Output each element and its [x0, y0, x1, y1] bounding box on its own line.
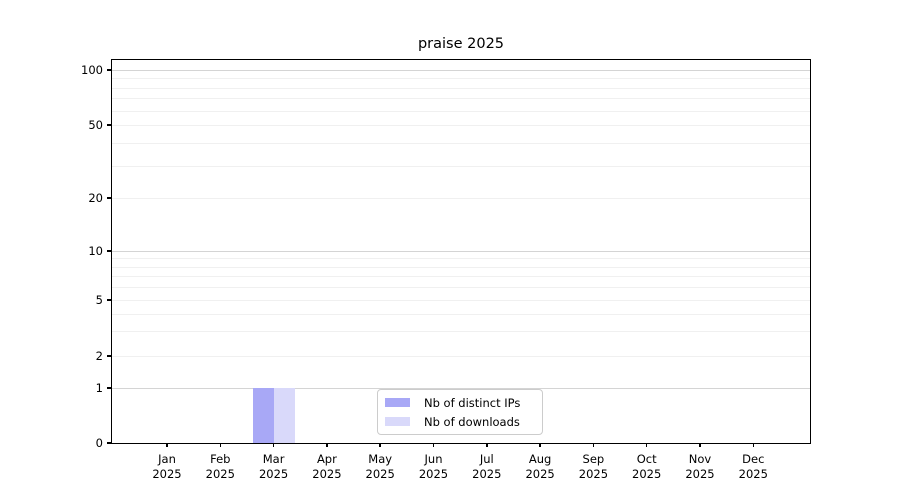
x-tick-month: Sep [582, 452, 605, 466]
y-tick-mark [107, 69, 111, 71]
x-tick-year: 2025 [685, 466, 715, 481]
legend-item-downloads: Nb of downloads [385, 415, 534, 429]
legend-swatch-distinct-ips [385, 398, 410, 407]
x-tick-mark [752, 443, 755, 447]
minor-gridline [112, 258, 810, 260]
y-tick-label: 1 [95, 381, 103, 395]
minor-gridline [112, 110, 810, 112]
x-tick-month: Mar [262, 452, 285, 466]
legend-label-downloads: Nb of downloads [424, 414, 520, 429]
x-tick-year: 2025 [205, 466, 235, 481]
minor-gridline [112, 331, 810, 333]
x-tick-mark [486, 443, 488, 447]
x-tick-mark [166, 443, 168, 447]
x-tick-year: 2025 [365, 466, 395, 481]
x-tick-month: Dec [742, 452, 765, 466]
legend: Nb of distinct IPs Nb of downloads [377, 389, 543, 435]
minor-gridline [112, 287, 810, 289]
minor-gridline [112, 299, 810, 301]
minor-gridline [112, 197, 810, 199]
x-tick-mark [219, 443, 222, 447]
major-gridline [112, 388, 810, 389]
x-tick-mark [592, 443, 595, 447]
y-tick-label: 0 [95, 436, 103, 450]
x-tick-label: Feb 2025 [196, 452, 244, 481]
x-tick-year: 2025 [418, 466, 449, 481]
x-tick-label: Aug 2025 [516, 452, 564, 481]
x-tick-month: Jun [424, 452, 443, 466]
chart-title: praise 2025 [417, 36, 505, 52]
x-tick-label: Jul 2025 [463, 452, 511, 481]
minor-gridline [112, 266, 810, 268]
y-tick-label: 100 [81, 62, 103, 77]
x-tick-year: 2025 [258, 466, 289, 481]
minor-gridline [112, 87, 810, 89]
x-tick-month: Jan [158, 452, 176, 466]
plot-area [112, 60, 810, 443]
x-tick-mark [539, 443, 541, 447]
x-tick-label: Sep 2025 [569, 452, 617, 481]
x-tick-label: Nov 2025 [676, 452, 724, 481]
minor-gridline [112, 98, 810, 100]
x-tick-year: 2025 [472, 466, 502, 481]
y-tick-mark [107, 299, 111, 301]
x-tick-year: 2025 [525, 466, 555, 481]
y-tick-mark [107, 442, 111, 444]
y-tick-mark [107, 355, 111, 357]
bar-downloads [273, 388, 295, 443]
bar-distinct-ips [252, 388, 274, 443]
y-tick-mark [107, 250, 111, 252]
x-tick-year: 2025 [738, 466, 768, 481]
x-tick-month: Feb [210, 452, 231, 466]
y-tick-label: 10 [88, 244, 103, 258]
y-tick-mark [107, 124, 111, 126]
x-tick-year: 2025 [152, 466, 182, 481]
x-tick-mark [699, 443, 701, 447]
minor-gridline [112, 124, 810, 126]
x-tick-mark [379, 443, 381, 447]
y-tick-label: 2 [95, 348, 103, 363]
y-tick-label: 50 [88, 117, 103, 132]
x-tick-label: Jun 2025 [410, 452, 458, 481]
minor-gridline [112, 276, 810, 278]
x-tick-year: 2025 [632, 466, 662, 481]
x-tick-label: Dec 2025 [729, 452, 777, 481]
legend-label-distinct-ips: Nb of distinct IPs [424, 395, 521, 410]
y-tick-label: 20 [88, 190, 103, 205]
legend-swatch-downloads [385, 417, 410, 426]
x-tick-month: Apr [316, 452, 337, 466]
y-tick-mark [107, 387, 111, 389]
minor-gridline [112, 355, 810, 357]
x-tick-mark [272, 443, 275, 447]
major-gridline [112, 251, 810, 252]
y-tick-mark [107, 197, 111, 199]
major-gridline [112, 69, 810, 71]
minor-gridline [112, 313, 810, 315]
minor-gridline [112, 78, 810, 80]
x-tick-month: Jul [479, 452, 494, 466]
x-tick-label: Oct 2025 [623, 452, 671, 481]
x-tick-month: Oct [636, 452, 657, 466]
minor-gridline [112, 165, 810, 167]
x-tick-mark [326, 443, 328, 447]
x-tick-month: Nov [688, 452, 712, 466]
x-tick-mark [432, 443, 435, 447]
x-tick-year: 2025 [312, 466, 342, 481]
x-tick-month: Aug [528, 452, 552, 466]
x-tick-label: May 2025 [356, 452, 404, 481]
x-tick-label: Jan 2025 [143, 452, 191, 481]
x-tick-mark [645, 443, 648, 447]
y-tick-label: 5 [95, 292, 103, 307]
x-tick-label: Apr 2025 [303, 452, 351, 481]
legend-item-distinct-ips: Nb of distinct IPs [385, 396, 534, 410]
x-tick-label: Mar 2025 [250, 452, 298, 481]
minor-gridline [112, 142, 810, 144]
x-tick-month: May [368, 452, 393, 466]
x-tick-year: 2025 [578, 466, 609, 481]
